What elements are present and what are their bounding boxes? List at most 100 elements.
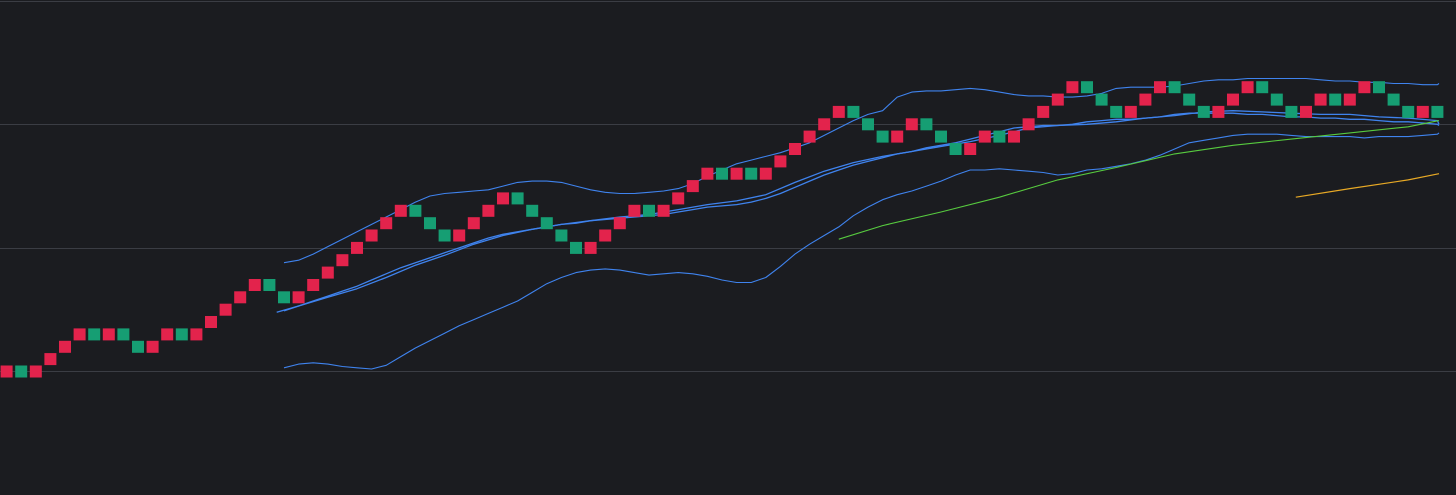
renko-brick-up xyxy=(453,229,466,242)
renko-bricks xyxy=(0,81,1444,378)
renko-brick-down xyxy=(175,328,188,341)
renko-brick-down xyxy=(1270,93,1283,106)
renko-brick-down xyxy=(920,118,933,131)
renko-brick-up xyxy=(1314,93,1327,106)
series-bollinger-lower xyxy=(283,132,1440,370)
renko-brick-up xyxy=(497,192,509,205)
renko-brick-up xyxy=(1139,93,1152,106)
renko-brick-down xyxy=(1431,105,1444,118)
renko-brick-down xyxy=(278,291,290,304)
renko-brick-up xyxy=(1008,130,1020,143)
renko-brick-up xyxy=(1124,105,1137,118)
renko-brick-up xyxy=(29,365,42,378)
renko-brick-down xyxy=(1095,93,1108,106)
renko-brick-down xyxy=(15,365,28,378)
renko-brick-down xyxy=(935,130,947,143)
renko-brick-up xyxy=(307,279,320,291)
renko-brick-up xyxy=(44,353,57,366)
renko-brick-up xyxy=(818,118,831,131)
renko-brick-down xyxy=(1402,105,1415,118)
renko-brick-up xyxy=(964,143,977,155)
renko-brick-up xyxy=(832,105,845,118)
renko-brick-down xyxy=(132,340,144,353)
renko-brick-up xyxy=(102,328,115,341)
renko-brick-down xyxy=(1168,81,1181,94)
grid-lines xyxy=(0,1,1456,372)
renko-brick-down xyxy=(263,279,276,291)
renko-brick-up xyxy=(0,365,13,378)
renko-brick-up xyxy=(205,316,217,328)
renko-brick-down xyxy=(643,204,655,217)
renko-brick-down xyxy=(1110,105,1123,118)
renko-brick-up xyxy=(1051,93,1064,106)
renko-brick-up xyxy=(292,291,305,304)
renko-brick-up xyxy=(234,291,247,304)
renko-brick-up xyxy=(161,328,174,341)
renko-brick-down xyxy=(1256,81,1269,94)
renko-brick-up xyxy=(219,303,232,316)
renko-brick-down xyxy=(993,130,1006,143)
series-moving-average-long xyxy=(1295,173,1440,198)
renko-brick-up xyxy=(584,241,597,254)
renko-brick-up xyxy=(730,167,743,180)
renko-brick-up xyxy=(1227,93,1239,106)
renko-brick-up xyxy=(467,217,480,230)
renko-brick-down xyxy=(1373,81,1385,94)
renko-brick-up xyxy=(672,192,685,205)
renko-brick-up xyxy=(248,279,261,291)
renko-brick-up xyxy=(657,204,670,217)
renko-brick-up xyxy=(321,266,334,279)
renko-brick-down xyxy=(716,167,728,180)
series-moving-average-fast xyxy=(276,110,1440,313)
renko-brick-down xyxy=(555,229,568,242)
renko-brick-up xyxy=(394,204,407,217)
series-bollinger-middle xyxy=(283,112,1440,312)
renko-brick-up xyxy=(891,130,904,143)
renko-brick-up xyxy=(1416,105,1429,118)
renko-brick-up xyxy=(789,143,801,155)
renko-brick-up xyxy=(1358,81,1371,94)
renko-brick-up xyxy=(1154,81,1166,94)
renko-brick-up xyxy=(1037,105,1050,118)
renko-brick-up xyxy=(803,130,816,143)
renko-brick-up xyxy=(1066,81,1079,94)
renko-brick-down xyxy=(876,130,889,143)
renko-brick-down xyxy=(1197,105,1210,118)
renko-brick-up xyxy=(73,328,86,341)
renko-brick-down xyxy=(438,229,451,242)
renko-brick-down xyxy=(1081,81,1093,94)
renko-brick-down xyxy=(117,328,130,341)
renko-brick-down xyxy=(1183,93,1196,106)
renko-brick-down xyxy=(745,167,758,180)
renko-brick-up xyxy=(336,254,349,267)
renko-brick-down xyxy=(409,204,422,217)
renko-brick-up xyxy=(1212,105,1225,118)
renko-brick-up xyxy=(774,155,787,168)
renko-brick-up xyxy=(482,204,495,217)
renko-brick-down xyxy=(1387,93,1400,106)
renko-brick-up xyxy=(1022,118,1035,131)
renko-brick-up xyxy=(365,229,378,242)
renko-brick-up xyxy=(978,130,991,143)
renko-brick-up xyxy=(59,340,71,353)
renko-brick-up xyxy=(613,217,626,230)
renko-brick-up xyxy=(1241,81,1254,94)
renko-brick-down xyxy=(526,204,539,217)
renko-brick-up xyxy=(701,167,714,180)
renko-brick-down xyxy=(1285,105,1298,118)
renko-brick-up xyxy=(759,167,772,180)
series-moving-average-slow xyxy=(838,120,1440,240)
renko-brick-up xyxy=(686,180,699,193)
renko-brick-up xyxy=(905,118,918,131)
renko-brick-up xyxy=(351,241,363,254)
renko-brick-up xyxy=(146,340,159,353)
renko-brick-down xyxy=(570,241,582,254)
renko-brick-up xyxy=(190,328,203,341)
series-bollinger-upper xyxy=(283,77,1440,264)
renko-brick-down xyxy=(949,143,962,155)
renko-brick-down xyxy=(88,328,101,341)
renko-brick-down xyxy=(862,118,874,131)
